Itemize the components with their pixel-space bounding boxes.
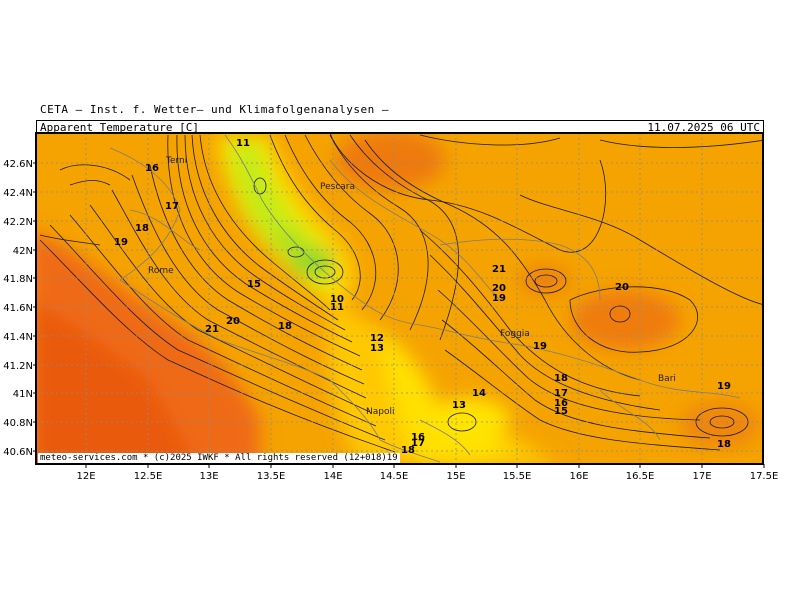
- field-label: Apparent_Temperature [C]: [40, 121, 199, 134]
- city-label-foggia: Foggia: [500, 329, 530, 339]
- graticule: [36, 133, 763, 464]
- lon-tick-label: 15.5E: [503, 471, 532, 482]
- lon-tick-label: 14E: [323, 471, 342, 482]
- isotherm-label: 19: [717, 381, 731, 392]
- isotherm-label: 18: [135, 223, 149, 234]
- lon-tick-label: 15E: [446, 471, 465, 482]
- valid-time: 11.07.2025 06 UTC: [647, 121, 760, 134]
- latitude-axis: 42.6N 42.4N 42.2N 42N 41.8N 41.6N 41.4N 41.2N 41…: [3, 159, 36, 458]
- lon-tick-label: 17E: [692, 471, 711, 482]
- isotherm-label: 15: [247, 279, 261, 290]
- isotherm-label: 21: [492, 264, 506, 275]
- isotherm-label: 20: [492, 283, 506, 294]
- isotherm-label: 16: [554, 398, 568, 409]
- institute-header: CETA — Inst. f. Wetter— und Klimafolgena…: [40, 103, 390, 116]
- lat-tick-label: 42.2N: [3, 217, 33, 228]
- lat-tick-label: 40.8N: [3, 418, 33, 429]
- lon-tick-label: 13.5E: [257, 471, 286, 482]
- lon-tick-label: 13E: [199, 471, 218, 482]
- lon-tick-label: 16E: [569, 471, 588, 482]
- copyright-footer: meteo-services.com * (c)2025 IWKF * All …: [38, 453, 400, 463]
- isotherm-label: 12: [370, 333, 384, 344]
- isotherm-label: 18: [717, 439, 731, 450]
- lat-tick-label: 40.6N: [3, 447, 33, 458]
- isotherm-label: 20: [615, 282, 629, 293]
- isotherm-label: 16: [145, 163, 159, 174]
- city-label-pescara: Pescara: [320, 182, 355, 192]
- isotherm-label: 17: [165, 201, 179, 212]
- lon-tick-label: 12E: [76, 471, 95, 482]
- isotherm-label: 17: [554, 388, 568, 399]
- isotherm-label: 13: [370, 343, 384, 354]
- isotherm-label: 19: [533, 341, 547, 352]
- lat-tick-label: 42.4N: [3, 188, 33, 199]
- isotherm-lines: [39, 133, 763, 453]
- city-label-rome: Rome: [148, 266, 174, 276]
- isotherm-label: 11: [236, 138, 250, 149]
- city-labels: Terni Pescara Rome Foggia Napoli Bari: [148, 156, 676, 417]
- map-frame: [35, 132, 764, 465]
- lat-tick-label: 41.4N: [3, 332, 33, 343]
- lat-tick-label: 41.8N: [3, 274, 33, 285]
- isotherm-label: 19: [492, 293, 506, 304]
- map-title-bar: Apparent_Temperature [C] 11.07.2025 06 U…: [36, 120, 764, 134]
- isotherm-label: 13: [452, 400, 466, 411]
- isotherm-label: 17: [411, 438, 425, 449]
- isotherm-label: 10: [330, 294, 344, 305]
- isotherm-label: 19: [114, 237, 128, 248]
- lat-tick-label: 41N: [13, 389, 33, 400]
- longitude-axis: 12E 12.5E 13E 13.5E 14E 14.5E 15E 15.5E 16E 16.5E…: [76, 464, 778, 482]
- lon-tick-label: 16.5E: [626, 471, 655, 482]
- isotherm-label: 11: [330, 302, 344, 313]
- lon-tick-label: 17.5E: [750, 471, 779, 482]
- lon-tick-label: 14.5E: [380, 471, 409, 482]
- isotherm-label: 20: [226, 316, 240, 327]
- lat-tick-label: 41.2N: [3, 361, 33, 372]
- lat-tick-label: 42N: [13, 246, 33, 257]
- isotherm-label: 18: [278, 321, 292, 332]
- isotherm-label: 18: [401, 445, 415, 456]
- city-label-bari: Bari: [658, 374, 676, 384]
- city-label-terni: Terni: [165, 156, 187, 166]
- isotherm-label: 18: [554, 373, 568, 384]
- isotherm-label: 21: [205, 324, 219, 335]
- city-label-napoli: Napoli: [366, 407, 394, 417]
- isotherm-label: 15: [554, 406, 568, 417]
- lat-tick-label: 42.6N: [3, 159, 33, 170]
- lon-tick-label: 12.5E: [134, 471, 163, 482]
- isotherm-label: 16: [411, 432, 425, 443]
- lat-tick-label: 41.6N: [3, 303, 33, 314]
- isotherm-label: 14: [472, 388, 486, 399]
- borders: [109, 134, 741, 463]
